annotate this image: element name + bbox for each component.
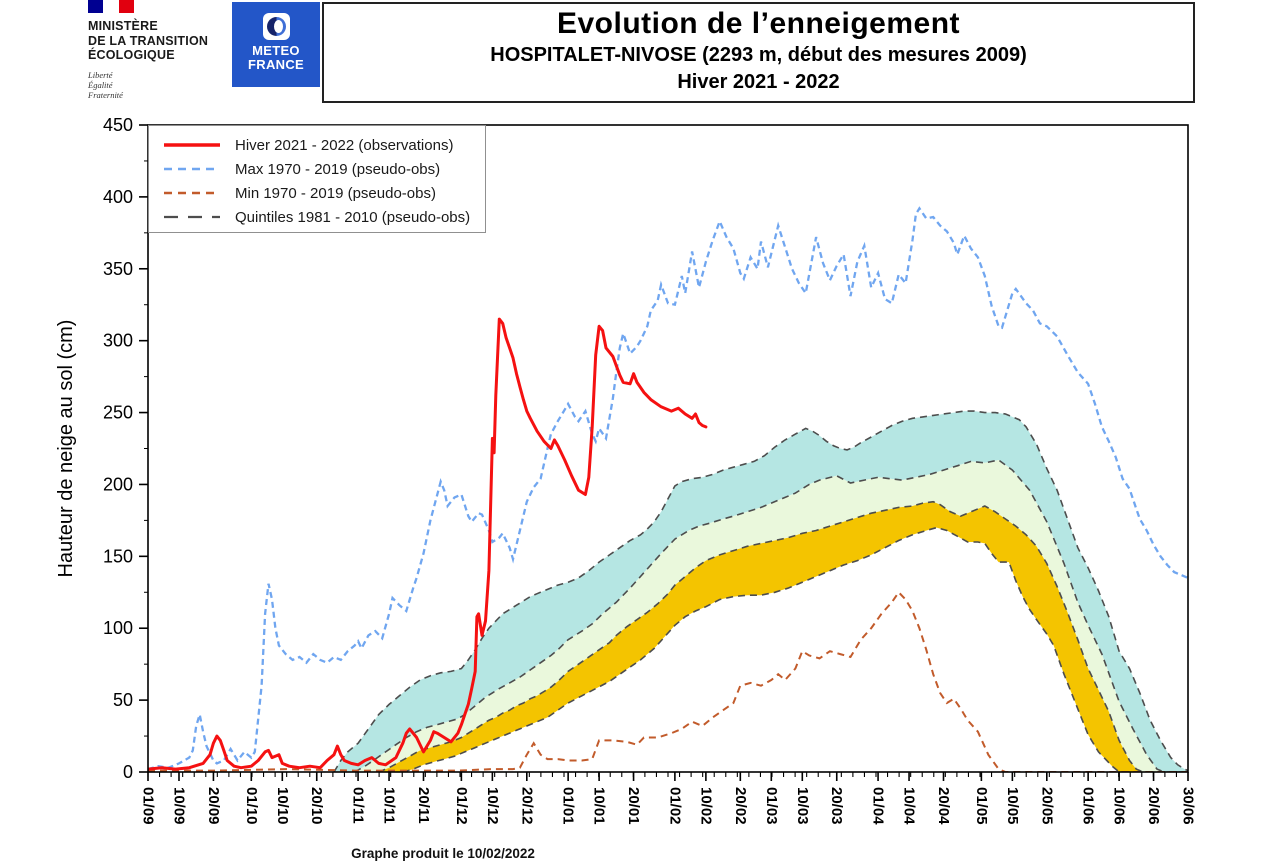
svg-text:10/04: 10/04 [901, 787, 918, 825]
svg-text:01/10: 01/10 [243, 787, 260, 825]
svg-text:01/09: 01/09 [140, 787, 157, 825]
meteo-france-sphere-icon [262, 13, 290, 40]
legend-label: Max 1970 - 2019 (pseudo-obs) [235, 160, 441, 178]
chart-title: Evolution de l’enneigement [556, 7, 961, 40]
svg-text:01/02: 01/02 [666, 787, 683, 825]
svg-text:20/05: 20/05 [1038, 787, 1055, 825]
svg-text:20/09: 20/09 [205, 787, 222, 825]
ministry-line-3: ÉCOLOGIQUE [88, 48, 175, 62]
svg-text:10/02: 10/02 [697, 787, 714, 825]
ministry-line-1: MINISTÈRE [88, 19, 158, 33]
svg-text:20/06: 20/06 [1145, 787, 1162, 825]
legend-item: Max 1970 - 2019 (pseudo-obs) [163, 157, 485, 181]
svg-text:0: 0 [123, 762, 133, 782]
meteo-france-logo: METEO FRANCE [232, 2, 320, 87]
svg-text:10/01: 10/01 [591, 787, 608, 825]
motto-liberte: Liberté [88, 69, 113, 80]
svg-text:20/12: 20/12 [518, 787, 535, 825]
legend-line-sample [164, 191, 220, 195]
legend-line-sample [164, 215, 220, 219]
svg-text:10/05: 10/05 [1004, 787, 1021, 825]
legend-item: Min 1970 - 2019 (pseudo-obs) [163, 181, 485, 205]
svg-text:30/06: 30/06 [1180, 787, 1197, 825]
svg-text:100: 100 [103, 618, 133, 638]
svg-text:50: 50 [113, 690, 133, 710]
legend-label: Quintiles 1981 - 2010 (pseudo-obs) [235, 208, 471, 226]
legend-label: Hiver 2021 - 2022 (observations) [235, 136, 454, 154]
svg-text:01/11: 01/11 [350, 787, 367, 824]
svg-text:20/02: 20/02 [732, 787, 749, 825]
svg-text:20/11: 20/11 [415, 787, 432, 824]
motto-egalite: Égalité [88, 79, 113, 90]
svg-text:01/03: 01/03 [763, 787, 780, 825]
svg-text:01/12: 01/12 [453, 787, 470, 825]
ministry-line-2: DE LA TRANSITION [88, 33, 209, 48]
ministry-logo: MINISTÈRE DE LA TRANSITION ÉCOLOGIQUE Li… [88, 0, 233, 100]
svg-text:10/11: 10/11 [381, 787, 398, 824]
svg-text:01/06: 01/06 [1080, 787, 1097, 825]
french-flag-icon [88, 0, 134, 13]
svg-text:20/03: 20/03 [828, 787, 845, 825]
chart-legend: Hiver 2021 - 2022 (observations) Max 1970… [148, 125, 486, 233]
y-axis-label: Hauteur de neige au sol (cm) [55, 320, 77, 578]
svg-text:450: 450 [103, 115, 133, 135]
svg-text:400: 400 [103, 187, 133, 207]
svg-text:10/06: 10/06 [1111, 787, 1128, 825]
meteo-france-label-2: FRANCE [248, 56, 304, 72]
legend-label: Min 1970 - 2019 (pseudo-obs) [235, 184, 436, 202]
svg-text:200: 200 [103, 474, 133, 494]
svg-text:150: 150 [103, 546, 133, 566]
svg-text:10/09: 10/09 [170, 787, 187, 825]
svg-text:20/01: 20/01 [625, 787, 642, 825]
chart-season: Hiver 2021 - 2022 [677, 71, 840, 93]
svg-text:10/12: 10/12 [484, 787, 501, 825]
chart-subtitle: HOSPITALET-NIVOSE (2293 m, début des mes… [490, 44, 1027, 66]
svg-text:10/03: 10/03 [794, 787, 811, 825]
legend-line-sample [164, 167, 220, 171]
svg-text:350: 350 [103, 259, 133, 279]
svg-text:10/10: 10/10 [274, 787, 291, 825]
chart-caption: Graphe produit le 10/02/2022 [351, 846, 535, 861]
svg-text:01/01: 01/01 [560, 787, 577, 825]
motto-fraternite: Fraternité [88, 89, 123, 100]
legend-item: Hiver 2021 - 2022 (observations) [163, 133, 485, 157]
meteo-france-label-1: METEO [252, 43, 300, 58]
title-box: Evolution de l’enneigement HOSPITALET-NI… [322, 2, 1195, 103]
legend-item: Quintiles 1981 - 2010 (pseudo-obs) [163, 205, 485, 229]
svg-text:20/04: 20/04 [935, 787, 952, 825]
legend-line-sample [164, 143, 220, 147]
svg-text:250: 250 [103, 403, 133, 423]
svg-text:01/05: 01/05 [973, 787, 990, 825]
svg-text:20/10: 20/10 [308, 787, 325, 825]
svg-text:01/04: 01/04 [870, 787, 887, 825]
svg-text:300: 300 [103, 331, 133, 351]
